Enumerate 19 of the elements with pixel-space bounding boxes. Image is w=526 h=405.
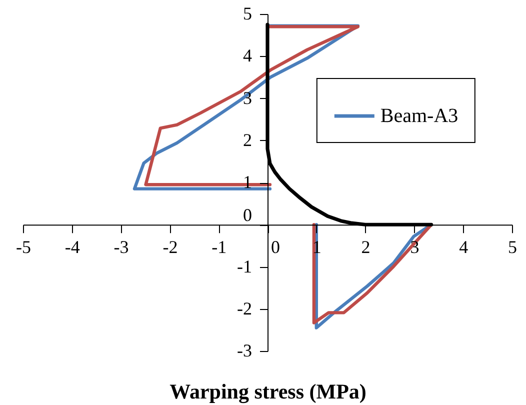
y-tick-label: 5 (243, 4, 252, 24)
x-tick-label: 1 (312, 237, 322, 258)
y-tick-label: -3 (237, 340, 252, 360)
y-tick-label: 0 (243, 205, 252, 226)
x-axis-title: Warping stress (MPa) (170, 380, 366, 404)
x-tick-label: 5 (508, 237, 517, 258)
y-tick-label: 2 (243, 130, 252, 150)
x-tick-label: -2 (162, 237, 178, 258)
y-tick-label: 4 (243, 46, 252, 66)
x-tick-label: -4 (64, 237, 80, 258)
x-tick-label: -5 (16, 237, 31, 258)
x-tick-label: -1 (212, 237, 227, 258)
x-tick-label: -3 (114, 237, 129, 258)
x-tick-label: 2 (361, 237, 370, 258)
x-tick-label: 0 (271, 237, 280, 258)
legend-label: Beam-A3 (380, 105, 458, 128)
y-tick-label: -2 (237, 298, 252, 318)
x-tick-label: 4 (459, 237, 468, 258)
y-tick-label: -1 (237, 256, 252, 276)
